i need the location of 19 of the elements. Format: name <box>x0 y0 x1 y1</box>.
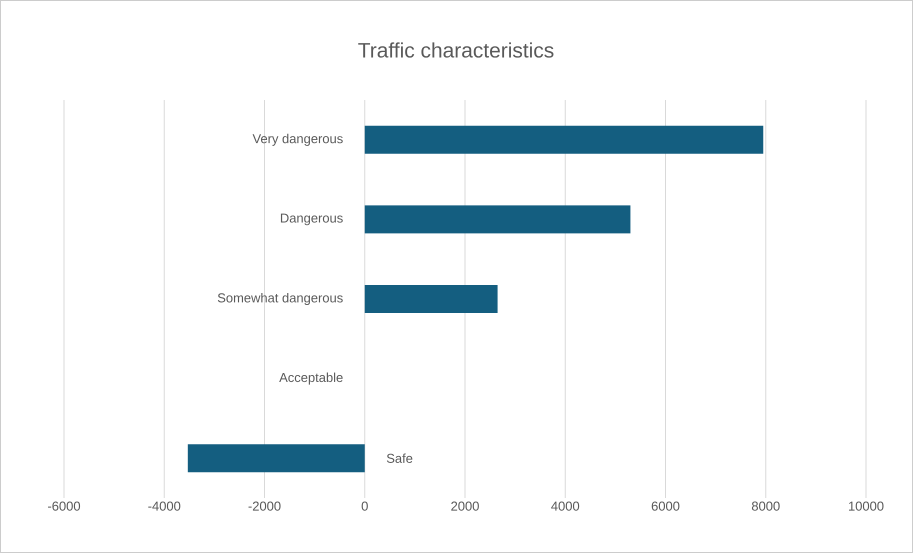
x-tick-label: 10000 <box>848 502 884 511</box>
x-tick-label: 4000 <box>551 502 580 511</box>
bar <box>364 205 630 234</box>
x-tick-label: 0 <box>362 502 368 511</box>
x-tick-label: -6000 <box>48 502 80 511</box>
x-tick-label: -4000 <box>148 502 180 511</box>
y-tick-label: Dangerous <box>280 214 343 226</box>
chart-title: Traffic characteristics <box>358 42 554 58</box>
y-tick-label: Safe <box>386 453 412 463</box>
x-tick-label: -2000 <box>248 502 281 511</box>
x-tick-label: 6000 <box>652 502 680 511</box>
x-tick-label: 8000 <box>752 502 780 511</box>
y-tick-label: Very dangerous <box>252 134 343 146</box>
y-tick-label: Acceptable <box>279 372 343 385</box>
x-tick-label: 2000 <box>451 502 479 511</box>
y-tick-label: Somewhat dangerous <box>218 292 343 306</box>
bar <box>364 285 498 314</box>
bar <box>188 444 365 472</box>
bar <box>364 126 764 154</box>
